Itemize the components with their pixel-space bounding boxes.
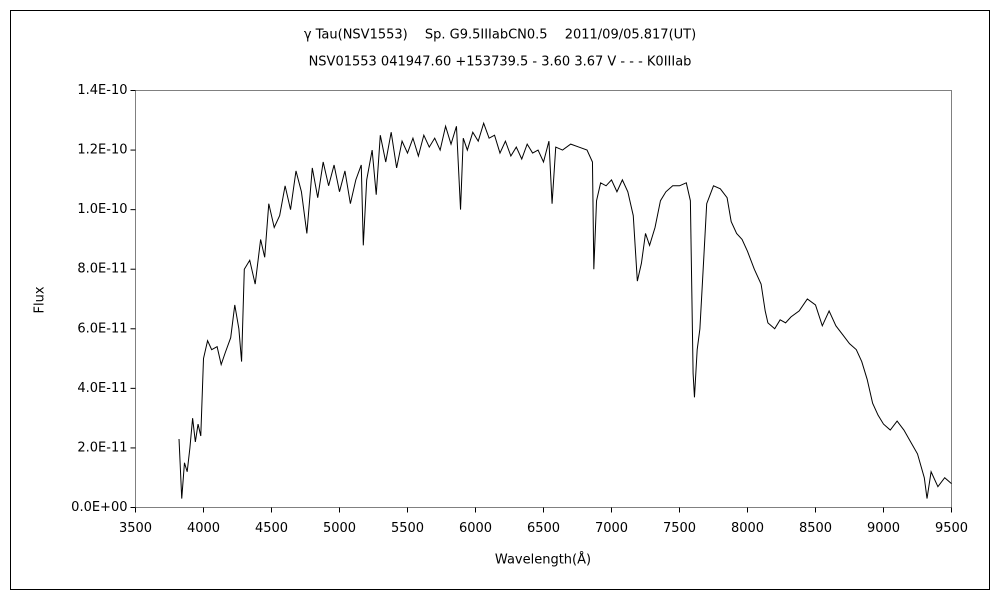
y-tick-label: 1.0E-10	[77, 202, 127, 217]
x-tick-label: 7500	[663, 521, 696, 536]
spectrum-line	[178, 121, 952, 499]
y-tick-label: 4.0E-11	[77, 381, 127, 396]
x-axis-label: Wavelength(Å)	[495, 552, 591, 568]
x-tick-label: 6000	[459, 521, 492, 536]
chart-subtitle: NSV01553 041947.60 +153739.5 - 3.60 3.67…	[309, 55, 692, 70]
y-tick-label: 0.0E+00	[71, 500, 127, 515]
x-tick-label: 5000	[323, 521, 356, 536]
x-tick-label: 4000	[187, 521, 220, 536]
x-tick-label: 6500	[527, 521, 560, 536]
y-axis-label: Flux	[33, 286, 48, 313]
chart-title: γ Tau(NSV1553) Sp. G9.5IIIabCN0.5 2011/0…	[304, 28, 696, 43]
y-tick-label: 1.4E-10	[77, 83, 127, 98]
x-tick-label: 8000	[731, 521, 764, 536]
y-tick-label: 6.0E-11	[77, 321, 127, 336]
y-tick-label: 8.0E-11	[77, 262, 127, 277]
x-tick-label: 8500	[799, 521, 832, 536]
plot-area	[135, 90, 952, 508]
x-tick-label: 9500	[935, 521, 968, 536]
y-tick-label: 1.2E-10	[77, 143, 127, 158]
y-tick-label: 2.0E-11	[77, 440, 127, 455]
x-tick-label: 5500	[391, 521, 424, 536]
x-tick-label: 7000	[595, 521, 628, 536]
x-tick-label: 4500	[255, 521, 288, 536]
x-tick-label: 9000	[867, 521, 900, 536]
x-tick-label: 3500	[119, 521, 152, 536]
